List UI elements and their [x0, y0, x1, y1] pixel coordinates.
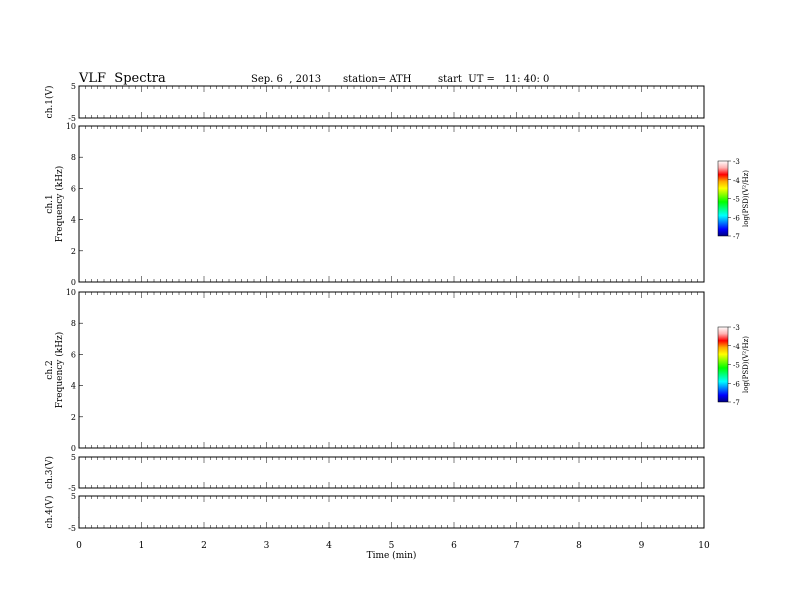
colorbar-tick-label: -4	[733, 177, 740, 185]
colorbar-tick-label: -3	[733, 324, 740, 332]
ch2-spectrogram-frame	[78, 291, 705, 449]
y-axis-label: ch.1(V)	[44, 86, 55, 119]
y-axis-label: ch.2	[45, 360, 55, 379]
chart-title: VLF Spectra	[79, 71, 166, 86]
y-tick-label: -5	[68, 524, 76, 533]
x-tick-label: 5	[389, 541, 395, 551]
y-tick-label: 4	[71, 382, 76, 391]
y-tick-label: 10	[66, 288, 76, 297]
y-tick-label: 8	[71, 319, 76, 328]
y-tick-label: -5	[68, 114, 76, 123]
x-tick-label: 9	[639, 541, 645, 551]
x-tick-label: 2	[201, 541, 207, 551]
colorbar-tick-label: -4	[733, 343, 740, 351]
ch1-spectrogram-frame	[78, 125, 705, 283]
colorbar-label: log(PSD)(V²/Hz)	[742, 170, 750, 227]
colorbar-tick-label: -7	[733, 233, 740, 241]
date-label: Sep. 6 , 2013	[251, 74, 322, 85]
y-tick-label: 10	[66, 122, 76, 131]
station-label: station= ATH	[343, 74, 412, 85]
x-tick-label: 7	[514, 541, 520, 551]
y-tick-label: 8	[71, 153, 76, 162]
x-tick-label: 6	[451, 541, 457, 551]
start-time-label: start UT = 11: 40: 0	[438, 74, 550, 85]
y-tick-label: 5	[71, 492, 76, 501]
ch1-spectrogram-colorbar	[717, 160, 729, 237]
ch2-spectrogram-colorbar	[717, 326, 729, 403]
y-axis-label: ch.1	[45, 194, 55, 213]
y-tick-label: 2	[71, 247, 76, 256]
y-axis-label: ch.3(V)	[44, 456, 55, 489]
y-axis-label: Frequency (kHz)	[54, 166, 65, 243]
y-tick-label: 2	[71, 413, 76, 422]
y-tick-label: -5	[68, 484, 76, 493]
y-tick-label: 0	[71, 444, 76, 453]
y-tick-label: 0	[71, 278, 76, 287]
colorbar-tick-label: -7	[733, 399, 740, 407]
y-axis-label: ch.4(V)	[44, 496, 55, 529]
x-tick-label: 1	[139, 541, 145, 551]
x-tick-label: 4	[326, 541, 332, 551]
x-tick-label: 0	[76, 541, 82, 551]
colorbar-tick-label: -5	[733, 196, 740, 204]
y-axis-label: Frequency (kHz)	[54, 332, 65, 409]
x-tick-label: 10	[698, 541, 710, 551]
y-tick-label: 6	[71, 184, 76, 193]
colorbar-tick-label: -3	[733, 158, 740, 166]
x-tick-label: 3	[264, 541, 270, 551]
colorbar-tick-label: -6	[733, 380, 740, 388]
y-tick-label: 4	[71, 216, 76, 225]
y-tick-label: 6	[71, 350, 76, 359]
x-tick-label: 8	[576, 541, 582, 551]
y-tick-label: 5	[71, 82, 76, 91]
colorbar-tick-label: -5	[733, 362, 740, 370]
y-tick-label: 5	[71, 453, 76, 462]
colorbar-label: log(PSD)(V²/Hz)	[742, 336, 750, 393]
colorbar-tick-label: -6	[733, 214, 740, 222]
x-axis-label: Time (min)	[367, 550, 417, 561]
